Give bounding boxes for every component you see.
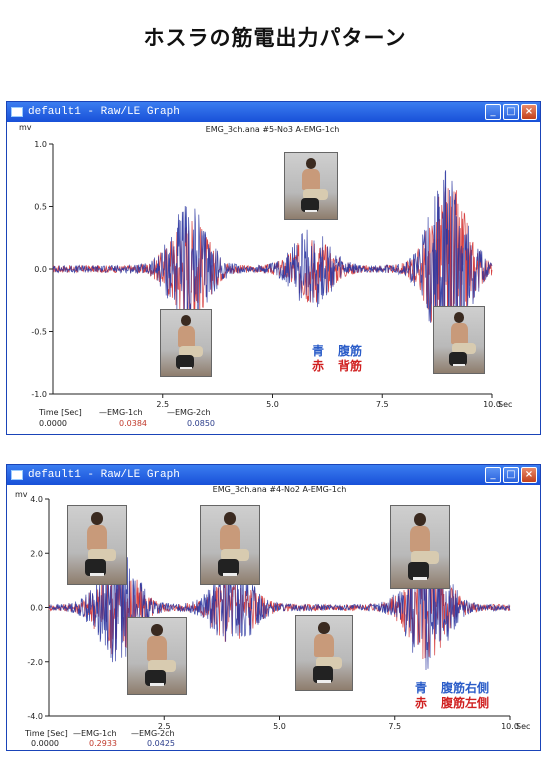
chart-legend: 青腹筋右側 赤腹筋左側 <box>415 681 490 710</box>
x-tick-label: 5.0 <box>273 722 286 730</box>
close-button[interactable]: × <box>521 104 537 120</box>
time-value: 0.0000 <box>39 419 67 428</box>
posture-photo <box>433 306 485 374</box>
maximize-button[interactable]: □ <box>503 467 519 483</box>
ch2-label: —EMG-2ch <box>167 408 211 417</box>
ch1-label: —EMG-1ch <box>73 729 117 738</box>
ch1-value: 0.0384 <box>119 419 147 428</box>
y-tick-label: 0.5 <box>34 203 47 212</box>
minimize-button[interactable]: _ <box>485 104 501 120</box>
posture-photo <box>127 617 187 695</box>
ch2-value: 0.0850 <box>187 419 215 428</box>
x-tick-label: 2.5 <box>158 722 171 730</box>
emg-chart-2: EMG_3ch.ana #4-No2 A-EMG-1ch mv4.0 2.0 0.0 -… <box>15 485 530 730</box>
y-tick-label: 2.0 <box>30 549 43 558</box>
window-titlebar[interactable]: default1 - Raw/LE Graph _ □ × <box>7 465 540 485</box>
ch1-value: 0.2933 <box>89 739 117 748</box>
y-axis-label: mv <box>19 123 32 132</box>
window-titlebar[interactable]: default1 - Raw/LE Graph _ □ × <box>7 102 540 122</box>
y-tick-label: 1.0 <box>34 140 47 149</box>
time-label: Time [Sec] <box>25 729 68 738</box>
maximize-button[interactable]: □ <box>503 104 519 120</box>
window-title: default1 - Raw/LE Graph <box>28 469 180 481</box>
chart-subtitle: EMG_3ch.ana #4-No2 A-EMG-1ch <box>213 485 347 494</box>
y-tick-label: -4.0 <box>27 712 43 721</box>
minimize-button[interactable]: _ <box>485 467 501 483</box>
posture-photo <box>390 505 450 589</box>
x-tick-label: 5.0 <box>266 400 279 409</box>
y-tick-label: 0.0 <box>34 265 47 274</box>
posture-photo <box>160 309 212 377</box>
window-title: default1 - Raw/LE Graph <box>28 106 180 118</box>
graph-area: EMG_3ch.ana #5-No3 A-EMG-1ch mv 1.0 0.5 0.0 -… <box>7 122 540 434</box>
x-tick-label: 10.0 <box>501 722 519 730</box>
x-tick-label: 7.5 <box>376 400 389 409</box>
ch2-label: —EMG-2ch <box>131 729 175 738</box>
y-tick-label: -2.0 <box>27 658 43 667</box>
emg-chart-1: EMG_3ch.ana #5-No3 A-EMG-1ch mv1.0 0.5 0.0 -… <box>19 123 512 409</box>
close-button[interactable]: × <box>521 467 537 483</box>
window-icon <box>11 107 23 117</box>
chart-legend: 青腹筋 赤背筋 <box>312 344 363 373</box>
time-value: 0.0000 <box>31 739 59 748</box>
y-tick-label: 4.0 <box>30 495 43 504</box>
posture-photo <box>200 505 260 585</box>
ch2-value: 0.0425 <box>147 739 175 748</box>
window-icon <box>11 470 23 480</box>
y-axis-label: mv <box>15 490 28 499</box>
posture-photo <box>67 505 127 585</box>
y-tick-label: -1.0 <box>31 390 47 399</box>
y-tick-label: 0.0 <box>30 604 43 613</box>
graph-window-1[interactable]: default1 - Raw/LE Graph _ □ × EMG_3ch.an… <box>6 101 541 435</box>
graph-window-2[interactable]: default1 - Raw/LE Graph _ □ × EMG_3ch.an… <box>6 464 541 751</box>
x-tick-label: 2.5 <box>156 400 169 409</box>
x-tick-label: 10.0 <box>483 400 501 409</box>
page-title: ホスラの筋電出力パターン <box>143 26 407 50</box>
graph-area: EMG_3ch.ana #4-No2 A-EMG-1ch mv 4.0 2.0 0.0 -… <box>7 485 540 750</box>
ch1-label: —EMG-1ch <box>99 408 143 417</box>
x-axis-label: Sec <box>516 722 530 730</box>
emg-trace-emg-2ch <box>52 170 493 365</box>
y-tick-label: -0.5 <box>31 328 47 337</box>
x-tick-label: 7.5 <box>388 722 401 730</box>
posture-photo <box>284 152 338 220</box>
time-label: Time [Sec] <box>39 408 82 417</box>
x-axis-label: Sec <box>498 400 512 409</box>
chart-subtitle: EMG_3ch.ana #5-No3 A-EMG-1ch <box>206 125 340 134</box>
posture-photo <box>295 615 353 691</box>
